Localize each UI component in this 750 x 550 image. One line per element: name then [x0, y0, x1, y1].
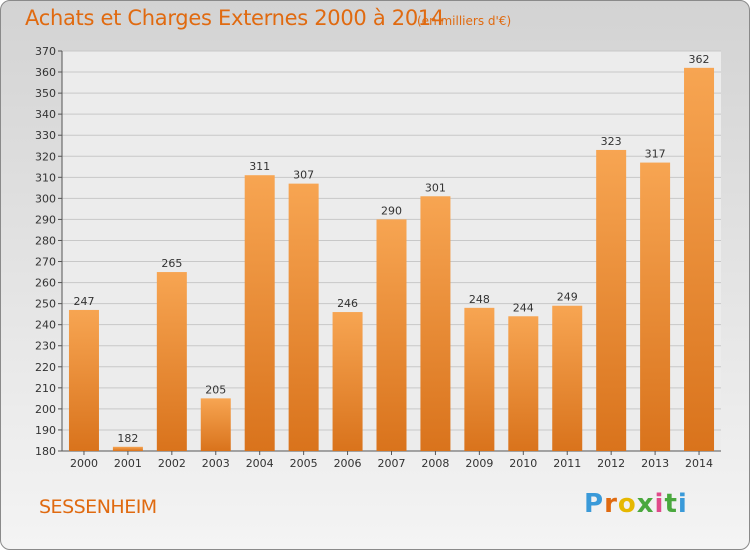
chart-title: Achats et Charges Externes 2000 à 2014 [25, 6, 445, 30]
bar [244, 175, 275, 452]
bar [332, 312, 363, 451]
x-tick-label: 2008 [421, 457, 449, 470]
y-tick-label: 280 [35, 234, 56, 247]
y-tick-label: 230 [35, 340, 56, 353]
bar [508, 316, 539, 451]
bar [684, 67, 715, 451]
y-tick-label: 340 [35, 108, 56, 121]
commune-name: SESSENHEIM [39, 496, 157, 518]
proxiti-logo: Proxiti [584, 489, 688, 519]
x-tick-label: 2013 [641, 457, 669, 470]
x-tick-label: 2005 [290, 457, 318, 470]
y-tick-label: 240 [35, 319, 56, 332]
bar-value-label: 307 [293, 169, 314, 182]
chart-subtitle: (en milliers d'€) [417, 14, 512, 28]
bar-value-label: 247 [73, 295, 94, 308]
y-tick-label: 220 [35, 361, 56, 374]
x-tick-label: 2003 [202, 457, 230, 470]
bar [464, 307, 495, 451]
bar [376, 219, 407, 451]
y-tick-label: 250 [35, 298, 56, 311]
x-tick-label: 2012 [597, 457, 625, 470]
bar [156, 272, 187, 451]
bar-value-label: 317 [645, 148, 666, 161]
logo-letter: i [654, 489, 665, 519]
logo-letter: x [636, 489, 655, 519]
y-tick-label: 210 [35, 382, 56, 395]
bar [288, 183, 319, 451]
bar-value-label: 248 [469, 293, 490, 306]
bar-value-label: 246 [337, 297, 358, 310]
logo-letter: i [677, 489, 688, 519]
bar-value-label: 205 [205, 383, 226, 396]
bar-value-label: 362 [689, 53, 710, 66]
bar [640, 162, 671, 451]
bar-value-label: 323 [601, 135, 622, 148]
y-tick-label: 320 [35, 150, 56, 163]
bar-value-label: 182 [117, 432, 138, 445]
y-tick-label: 300 [35, 192, 56, 205]
bar [420, 196, 451, 451]
y-tick-label: 370 [35, 45, 56, 58]
logo-letter: o [617, 489, 637, 519]
y-tick-label: 310 [35, 171, 56, 184]
bar-value-label: 265 [161, 257, 182, 270]
bar-value-label: 249 [557, 291, 578, 304]
x-tick-label: 2004 [246, 457, 274, 470]
x-tick-label: 2007 [378, 457, 406, 470]
y-tick-label: 270 [35, 256, 56, 269]
y-tick-label: 180 [35, 445, 56, 458]
bar-value-label: 244 [513, 301, 534, 314]
logo-letter: r [604, 489, 618, 519]
logo-letter: t [664, 489, 678, 519]
y-tick-label: 200 [35, 403, 56, 416]
x-tick-label: 2009 [465, 457, 493, 470]
x-tick-label: 2006 [334, 457, 362, 470]
bar [68, 309, 99, 451]
bar-value-label: 311 [249, 160, 270, 173]
x-tick-label: 2010 [509, 457, 537, 470]
x-tick-label: 2002 [158, 457, 186, 470]
x-tick-label: 2014 [685, 457, 713, 470]
logo-letter: P [584, 489, 605, 519]
y-tick-label: 260 [35, 277, 56, 290]
x-tick-label: 2000 [70, 457, 98, 470]
bar-value-label: 301 [425, 181, 446, 194]
x-tick-label: 2011 [553, 457, 581, 470]
y-tick-label: 330 [35, 129, 56, 142]
bar [112, 446, 143, 451]
bar [552, 305, 583, 451]
y-tick-label: 350 [35, 87, 56, 100]
bar-value-label: 290 [381, 204, 402, 217]
y-tick-label: 190 [35, 424, 56, 437]
x-tick-label: 2001 [114, 457, 142, 470]
y-tick-label: 290 [35, 213, 56, 226]
bar [596, 149, 627, 451]
bar [200, 398, 231, 451]
y-tick-label: 360 [35, 66, 56, 79]
